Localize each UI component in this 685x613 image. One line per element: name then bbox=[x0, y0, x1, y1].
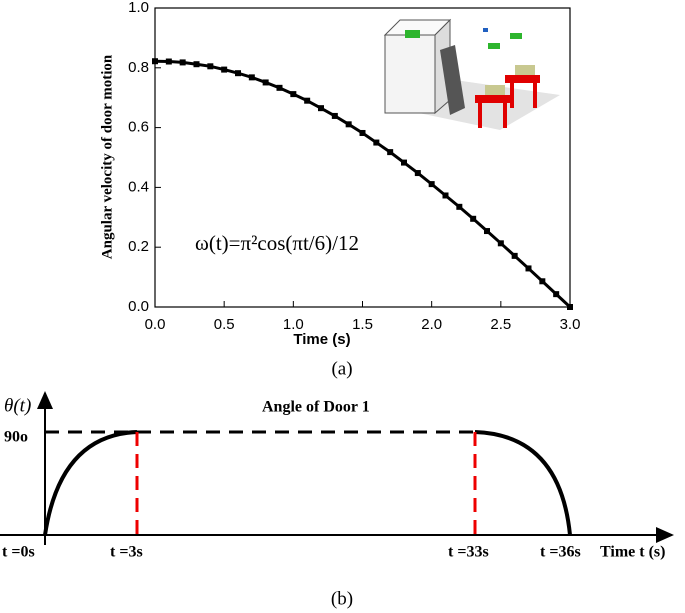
diagram-b: θ(t) Angle of Door 1 90o t =0s t =3s t =… bbox=[0, 391, 674, 609]
point-marker bbox=[511, 252, 518, 259]
time-label: t =3s bbox=[110, 544, 143, 561]
x-axis-label: Time t (s) bbox=[600, 544, 665, 561]
point-marker bbox=[567, 304, 573, 310]
x-tick-label: 0.0 bbox=[145, 316, 166, 333]
point-marker bbox=[497, 240, 504, 247]
y-tick-label: 0.4 bbox=[128, 178, 149, 195]
point-marker bbox=[484, 228, 490, 235]
point-marker bbox=[179, 59, 186, 66]
formula: ω(t)=π²cos(πt/6)/12 bbox=[195, 231, 359, 255]
plot-frame bbox=[154, 7, 571, 308]
point-marker bbox=[290, 91, 297, 98]
point-marker bbox=[387, 149, 394, 156]
point-marker bbox=[276, 84, 283, 91]
point-marker bbox=[470, 215, 477, 222]
point-marker bbox=[428, 181, 435, 188]
y-tick-label: 0.8 bbox=[128, 59, 149, 76]
time-label: t =0s bbox=[2, 544, 35, 561]
caption-a: (a) bbox=[331, 358, 352, 379]
point-marker bbox=[248, 74, 255, 81]
x-tick-label: 2.5 bbox=[490, 316, 511, 333]
point-marker bbox=[442, 192, 449, 199]
point-marker bbox=[318, 105, 324, 112]
point-marker bbox=[304, 97, 311, 104]
x-tick-label: 0.5 bbox=[214, 316, 235, 333]
x-tick-label: 3.0 bbox=[560, 316, 581, 333]
point-marker bbox=[165, 58, 172, 65]
point-marker bbox=[401, 159, 407, 166]
inset-illustration bbox=[383, 18, 560, 130]
point-marker bbox=[345, 121, 352, 128]
point-marker bbox=[373, 139, 380, 146]
caption-b: (b) bbox=[331, 588, 353, 609]
point-marker bbox=[331, 112, 338, 119]
time-label: t =33s bbox=[448, 544, 489, 561]
y-tick-label: 0.0 bbox=[128, 298, 149, 315]
point-marker bbox=[525, 265, 532, 272]
point-marker bbox=[553, 291, 560, 298]
y-tick-label: 0.2 bbox=[128, 238, 149, 255]
y-axis-label: Angular velocity of door motion bbox=[99, 54, 115, 259]
y-tick-label: 1.0 bbox=[128, 0, 149, 16]
time-label: t =36s bbox=[540, 544, 581, 561]
x-tick-label: 1.5 bbox=[352, 316, 373, 333]
y-tick-label: 0.6 bbox=[128, 119, 149, 136]
x-axis-label: Time (s) bbox=[293, 331, 350, 348]
point-marker bbox=[359, 129, 366, 136]
level-label: 90o bbox=[4, 429, 28, 446]
point-marker bbox=[221, 66, 228, 73]
point-marker bbox=[235, 70, 241, 77]
point-marker bbox=[414, 170, 421, 177]
point-marker bbox=[456, 203, 463, 210]
point-marker bbox=[262, 79, 269, 86]
chart-a: Angular velocity of door motion Time (s)… bbox=[99, 0, 580, 379]
diagram-title: Angle of Door 1 bbox=[262, 399, 370, 416]
point-marker bbox=[539, 278, 546, 285]
theta-label: θ(t) bbox=[4, 395, 31, 416]
point-marker bbox=[152, 58, 158, 65]
x-tick-label: 2.0 bbox=[421, 316, 442, 333]
x-tick-label: 1.0 bbox=[283, 316, 304, 333]
point-marker bbox=[193, 61, 200, 68]
point-marker bbox=[207, 63, 214, 70]
